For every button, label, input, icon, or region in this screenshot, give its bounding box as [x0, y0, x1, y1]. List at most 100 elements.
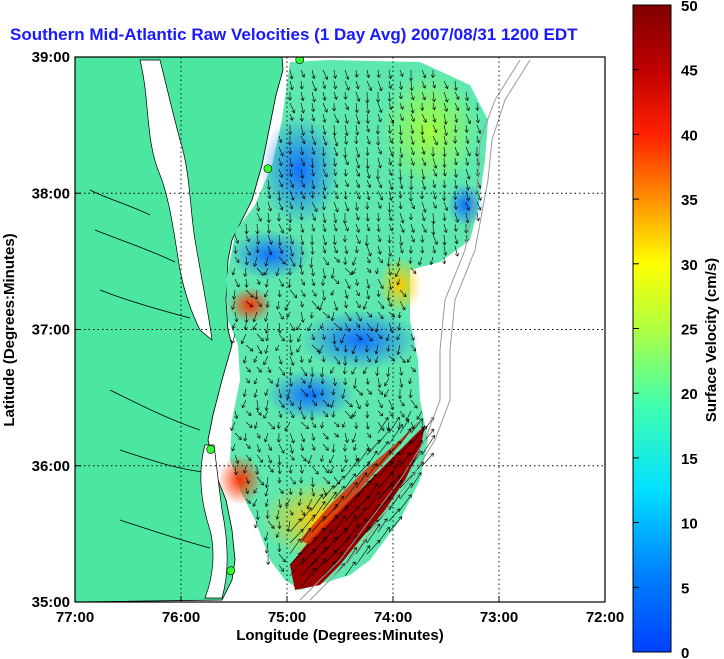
velocity-arrow — [374, 355, 379, 364]
velocity-arrow — [330, 289, 335, 296]
velocity-arrow — [355, 472, 368, 489]
x-axis-ticks: 77:00 76:00 75:00 74:00 73:00 72:00 — [56, 596, 624, 626]
y-tick-label: 39:00 — [32, 49, 70, 66]
velocity-arrow — [233, 245, 238, 254]
velocity-arrow — [377, 518, 388, 533]
velocity-arrow — [475, 212, 481, 222]
velocity-arrow — [267, 520, 275, 529]
velocity-arrow — [278, 333, 285, 342]
velocity-arrow — [277, 498, 283, 508]
velocity-arrow — [465, 113, 471, 124]
velocity-arrow — [399, 428, 412, 445]
velocity-arrow — [278, 311, 284, 320]
velocity-arrow — [234, 410, 239, 419]
velocity-arrow — [277, 542, 282, 552]
colorbar-tick-label: 30 — [681, 257, 698, 274]
velocity-arrow — [278, 201, 284, 211]
velocity-arrow — [311, 179, 316, 190]
velocity-arrow — [453, 80, 458, 91]
velocity-arrow — [278, 135, 283, 143]
velocity-arrow — [376, 289, 381, 298]
velocity-arrow — [375, 124, 380, 135]
velocity-arrow — [277, 465, 282, 474]
velocity-arrow — [366, 473, 377, 489]
velocity-arrow — [322, 223, 327, 232]
velocity-arrow — [431, 223, 436, 235]
y-tick-label: 36:00 — [32, 458, 70, 475]
velocity-arrow — [332, 234, 337, 245]
velocity-arrow — [408, 377, 413, 385]
velocity-arrow — [366, 135, 371, 145]
velocity-arrow — [330, 267, 335, 279]
velocity-arrow — [443, 223, 448, 233]
velocity-arrow — [396, 344, 401, 355]
velocity-arrow — [398, 157, 403, 167]
velocity-arrow — [300, 311, 305, 323]
velocity-arrow — [333, 212, 338, 224]
velocity-arrow — [311, 113, 316, 122]
velocity-arrow — [329, 454, 335, 464]
velocity-arrow — [300, 388, 309, 397]
colorbar-tick-label: 5 — [681, 580, 689, 597]
velocity-arrow — [355, 388, 363, 396]
velocity-arrow — [365, 377, 370, 385]
velocity-arrow — [421, 80, 426, 89]
velocity-arrow — [289, 399, 294, 407]
velocity-arrow — [289, 552, 302, 566]
velocity-arrow — [300, 245, 305, 256]
velocity-arrow — [322, 135, 328, 146]
velocity-arrow — [311, 278, 316, 287]
velocity-arrow — [278, 168, 284, 178]
velocity-arrow — [386, 366, 391, 377]
velocity-arrow — [266, 179, 271, 190]
velocity-arrow — [299, 113, 304, 122]
velocity-arrow — [300, 124, 305, 136]
velocity-arrow — [374, 322, 379, 333]
velocity-arrow — [377, 80, 383, 92]
velocity-arrow — [344, 482, 358, 500]
velocity-arrow — [289, 190, 295, 201]
grid-lines — [75, 57, 605, 602]
velocity-arrow — [352, 267, 357, 275]
velocity-arrow — [264, 432, 269, 443]
velocity-arrow — [300, 527, 311, 544]
velocity-arrow — [322, 432, 329, 440]
velocity-arrow — [376, 212, 381, 222]
velocity-arrow — [241, 399, 247, 409]
velocity-arrow — [298, 487, 303, 496]
velocity-arrow — [386, 344, 391, 352]
station-marker — [226, 566, 236, 575]
velocity-arrow — [388, 80, 393, 89]
velocity-arrow — [351, 344, 357, 355]
low-velocity-area — [230, 230, 310, 280]
velocity-arrow — [366, 190, 371, 201]
velocity-arrow — [351, 432, 357, 443]
velocity-arrow — [333, 190, 339, 200]
velocity-arrow — [299, 212, 304, 221]
velocity-arrow — [277, 234, 282, 246]
velocity-arrow — [355, 179, 361, 188]
velocity-arrow — [288, 146, 293, 155]
velocity-arrow — [387, 234, 392, 244]
velocity-arrow — [410, 124, 415, 134]
velocity-arrow — [289, 80, 294, 91]
velocity-arrow — [244, 256, 249, 266]
velocity-arrow — [429, 256, 434, 266]
velocity-arrow — [410, 450, 423, 467]
velocity-arrow — [330, 399, 335, 408]
velocity-arrow — [388, 355, 395, 362]
gulf-stream-band — [290, 425, 425, 590]
velocity-arrow — [266, 553, 271, 565]
velocity-arrow — [322, 491, 337, 511]
velocity-arrow — [311, 558, 327, 577]
velocity-arrow — [263, 267, 269, 276]
velocity-arrow — [233, 465, 238, 476]
velocity-arrow — [465, 212, 470, 224]
velocity-arrow — [289, 157, 294, 168]
velocity-arrow — [399, 440, 413, 456]
low-velocity-area — [260, 115, 340, 225]
velocity-arrow — [366, 223, 371, 232]
velocity-arrow — [300, 69, 305, 78]
velocity-arrow — [300, 421, 309, 429]
velocity-arrow — [418, 256, 423, 266]
